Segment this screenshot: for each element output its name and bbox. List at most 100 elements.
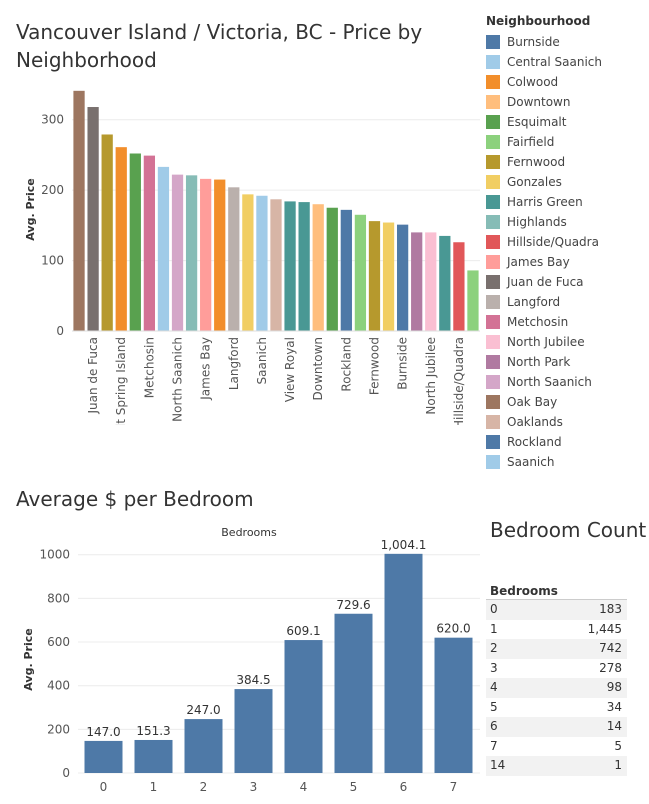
bar-fernwood [368,221,381,331]
legend-item: Harris Green [486,192,646,212]
x-tick-label: Fernwood [367,337,381,395]
bar-harris-green [439,235,451,331]
legend-item: Oak Bay [486,392,646,412]
legend-swatch [486,375,500,389]
table-row: 14 1 [486,756,627,776]
x-axis-title: Bedrooms [221,526,277,539]
legend-swatch [486,55,500,69]
y-tick-label: 100 [41,254,64,268]
legend-swatch [486,175,500,189]
y-axis-label: Avg. Price [24,178,37,240]
bedrooms-cell: 4 [490,680,498,694]
legend-label: North Jubilee [507,335,585,349]
data-label: 609.1 [286,624,320,638]
bar-view-royal [298,202,310,331]
legend-swatch [486,155,500,169]
bar-colwood [115,147,127,331]
legend-item: Juan de Fuca [486,272,646,292]
legend-swatch [486,235,500,249]
legend-item: Burnside [486,32,646,52]
table-row: 3 278 [486,659,627,679]
legend-swatch [486,455,500,469]
bar-oaklands [270,199,282,331]
legend-swatch [486,195,500,209]
x-tick-label: North Saanich [171,337,185,422]
bedroom-count-header: Bedrooms [486,583,627,600]
legend-item: North Saanich [486,372,646,392]
legend-swatch [486,35,500,49]
x-tick-label: Juan de Fuca [86,337,100,415]
count-cell: 98 [606,680,622,694]
neighborhood-chart-title: Vancouver Island / Victoria, BC - Price … [16,20,423,72]
data-label: 1,004.1 [381,538,427,552]
x-tick-label: 4 [300,780,308,794]
legend-label: Rockland [507,435,562,449]
y-tick-label: 0 [62,766,70,780]
legend-item: Colwood [486,72,646,92]
legend-label: Gonzales [507,175,562,189]
legend-item: Langford [486,292,646,312]
legend-label: Metchosin [507,315,569,329]
bar-north-jubilee [425,232,437,331]
data-label: 620.0 [436,622,470,636]
legend-item: Esquimalt [486,112,646,132]
legend-label: Central Saanich [507,55,602,69]
legend-swatch [486,75,500,89]
legend-item: North Jubilee [486,332,646,352]
legend-item: Gonzales [486,172,646,192]
legend-item: Hillside/Quadra [486,232,646,252]
legend-items: Burnside Central Saanich Colwood Downtown Es… [486,32,646,472]
legend-label: Juan de Fuca [507,275,584,289]
legend-title: Neighbourhood [486,14,591,28]
data-label: 151.3 [136,724,170,738]
table-row: 1 1,445 [486,620,627,640]
count-cell: 34 [606,699,622,714]
table-row: 0 183 [486,600,627,620]
bar-hillside-quadra [453,242,465,331]
count-cell: 1 [614,758,622,772]
legend-swatch [486,335,500,349]
y-tick-label: 200 [47,722,70,736]
x-tick-label: North Jubilee [424,337,438,415]
bar-saanich [256,195,268,331]
bedrooms-cell: 0 [490,602,498,616]
bar-highlands [185,175,198,331]
x-tick-label: 1 [150,780,158,794]
data-label: 384.5 [236,673,270,687]
bar-burnside [396,224,409,331]
table-row: 5 34 [486,698,627,718]
legend-label: Colwood [507,75,559,89]
legend-label: James Bay [507,255,570,269]
bar-bedrooms-5 [334,613,373,773]
bar-north-saanich [171,174,184,331]
x-tick-label: View Royal [283,337,297,402]
legend-item: Central Saanich [486,52,646,72]
y-tick-label: 1000 [39,548,70,562]
bar-langford [228,187,240,331]
bedroom-count-table: Bedrooms 0 183 1 1,445 2 742 3 278 4 98 5 34 6 14 7 5 14… [486,583,627,776]
legend-swatch [486,255,500,269]
neighbourhood-legend: Neighbourhood Burnside Central Saanich Col… [486,14,646,472]
x-tick-label: 2 [200,780,208,794]
data-label: 147.0 [86,725,120,739]
legend-swatch [486,355,500,369]
legend-item: North Park [486,352,646,372]
x-tick-label: Burnside [396,337,410,390]
x-tick-label: Downtown [311,337,325,400]
table-row: 2 742 [486,639,627,659]
table-row: 4 98 [486,678,627,698]
legend-swatch [486,395,500,409]
legend-label: Hillside/Quadra [507,235,599,249]
legend-swatch [486,95,500,109]
legend-item: Rockland [486,432,646,452]
legend-item: Downtown [486,92,646,112]
x-tick-label: 5 [350,780,358,794]
legend-item: Highlands [486,212,646,232]
legend-label: Fairfield [507,135,555,149]
bedrooms-cell: 1 [490,621,498,636]
count-cell: 183 [599,602,622,616]
y-tick-label: 0 [56,324,64,338]
bar-esquimalt [326,207,338,331]
y-tick-label: 200 [41,183,64,197]
